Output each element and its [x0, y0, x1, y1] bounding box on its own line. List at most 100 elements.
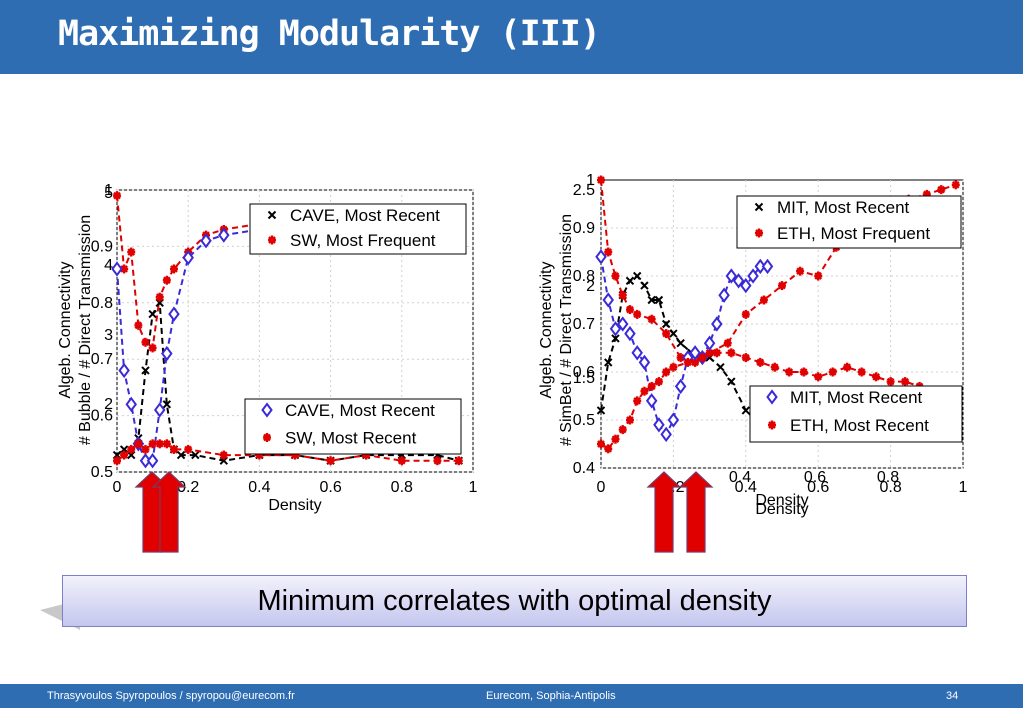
star-marker [723, 338, 732, 348]
diamond-marker [732, 273, 745, 289]
star-marker [814, 271, 823, 281]
x-tick-label: 0.4 [248, 479, 270, 496]
x-tick-label: 1 [959, 479, 968, 496]
x-marker [141, 366, 150, 375]
star-marker [640, 386, 649, 396]
legend-label: MIT, Most Recent [777, 198, 910, 217]
y-axis-label: Algeb. Connectivity [57, 262, 74, 399]
x-marker [267, 210, 277, 220]
star-marker [326, 456, 335, 466]
x-tick-label: 0.2 [177, 479, 199, 496]
x-marker [741, 406, 751, 415]
x-tick-label: 0.6 [807, 479, 829, 496]
diamond-marker [674, 378, 687, 395]
star-marker [454, 456, 463, 466]
x-tick-label: 0 [113, 479, 122, 496]
legend-box [736, 195, 962, 249]
y-tick-label: 0.7 [91, 351, 113, 368]
y-tick-label-overlay: 3 [104, 327, 113, 344]
legend-label: ETH, Most Recent [790, 416, 929, 435]
diamond-marker [766, 389, 778, 405]
diamond-marker [161, 345, 173, 362]
star-marker [184, 444, 193, 454]
x-tick-label: 0.4 [735, 479, 757, 496]
star-marker [433, 456, 442, 466]
diamond-marker [218, 227, 230, 243]
y-tick-label-overlay: 2 [586, 278, 595, 295]
x-axis-label-overlay: Density [755, 501, 808, 518]
star-marker [169, 264, 178, 274]
x-marker [754, 202, 764, 212]
star-marker [796, 266, 805, 276]
callout-text: Minimum correlates with optimal density [257, 584, 772, 617]
x-axis-label: Density [268, 497, 321, 514]
star-marker [741, 309, 750, 319]
y-tick-label: 0.9 [573, 220, 595, 237]
star-marker [148, 439, 157, 449]
chart-1: 0 0.2 0.4 0.6 0.8 1 1 0.9 0.8 0.7 0.6 0.5 5 4 3 2 Densit… [57, 182, 478, 514]
x-tick-label: 0.8 [391, 479, 413, 496]
y-tick-label-overlay: 5 [104, 185, 113, 202]
series-mit-most-recent [596, 271, 765, 430]
star-marker [669, 362, 678, 372]
legend-label: ETH, Most Frequent [777, 224, 930, 243]
y-tick-label: 0.8 [91, 295, 113, 312]
star-marker [770, 362, 779, 372]
star-marker [683, 357, 692, 367]
legend-label: SW, Most Recent [285, 429, 417, 448]
star-marker [162, 439, 171, 449]
diamond-marker [609, 321, 622, 337]
star-marker [219, 450, 228, 460]
diamond-marker [631, 345, 643, 361]
star-marker [597, 439, 605, 449]
star-marker [951, 180, 960, 190]
star-marker [134, 439, 143, 449]
footer: Thrasyvoulos Spyropoulos / spyropou@eure… [0, 684, 1023, 708]
star-marker [937, 185, 946, 195]
x-tick-label-overlay: 0.6 [804, 469, 826, 486]
diamond-marker [146, 453, 159, 469]
y-tick-label-overlay: 2.5 [573, 182, 595, 199]
callout-box: Minimum correlates with optimal density [62, 575, 967, 627]
diamond-marker [718, 287, 730, 303]
x-marker [611, 334, 620, 343]
star-marker [397, 456, 406, 466]
title-bar: Maximizing Modularity (III) [0, 0, 1023, 74]
star-marker [604, 444, 613, 454]
star-marker [768, 420, 776, 430]
legend-bottom: CAVE, Most Recent SW, Most Recent [244, 398, 462, 455]
footer-page: 34 [946, 690, 959, 702]
x-marker [191, 450, 200, 460]
diamond-marker [711, 316, 723, 332]
star-marker [113, 191, 121, 201]
star-marker [618, 425, 627, 435]
star-marker [597, 175, 605, 185]
series-eth-most-frequent [597, 175, 960, 367]
x-marker [596, 406, 606, 415]
star-marker [169, 444, 178, 454]
star-marker [814, 372, 823, 382]
diamond-marker [118, 362, 130, 379]
diamond-marker [725, 268, 738, 284]
x-marker [647, 295, 656, 305]
star-marker [155, 292, 164, 302]
x-marker [669, 329, 678, 338]
star-marker [633, 396, 642, 406]
star-marker [141, 337, 150, 347]
star-marker [633, 309, 642, 319]
diamond-marker [261, 402, 273, 418]
footer-venue: Eurecom, Sophia-Antipolis [486, 690, 616, 702]
x-tick-label: 0.8 [879, 479, 901, 496]
y-tick-label: 0.8 [573, 268, 595, 285]
x-axis-label: Density [755, 492, 808, 509]
star-marker [647, 314, 656, 324]
legend-label: CAVE, Most Recent [285, 401, 435, 420]
x-tick-label-overlay: 0.4 [729, 469, 751, 486]
star-marker [127, 247, 136, 257]
y-axis-label: Algeb. Connectivity [538, 262, 555, 399]
star-marker [828, 367, 837, 377]
down-arrow [678, 471, 714, 553]
diamond-marker [645, 393, 658, 409]
star-marker [162, 275, 171, 285]
x-marker [176, 450, 186, 460]
